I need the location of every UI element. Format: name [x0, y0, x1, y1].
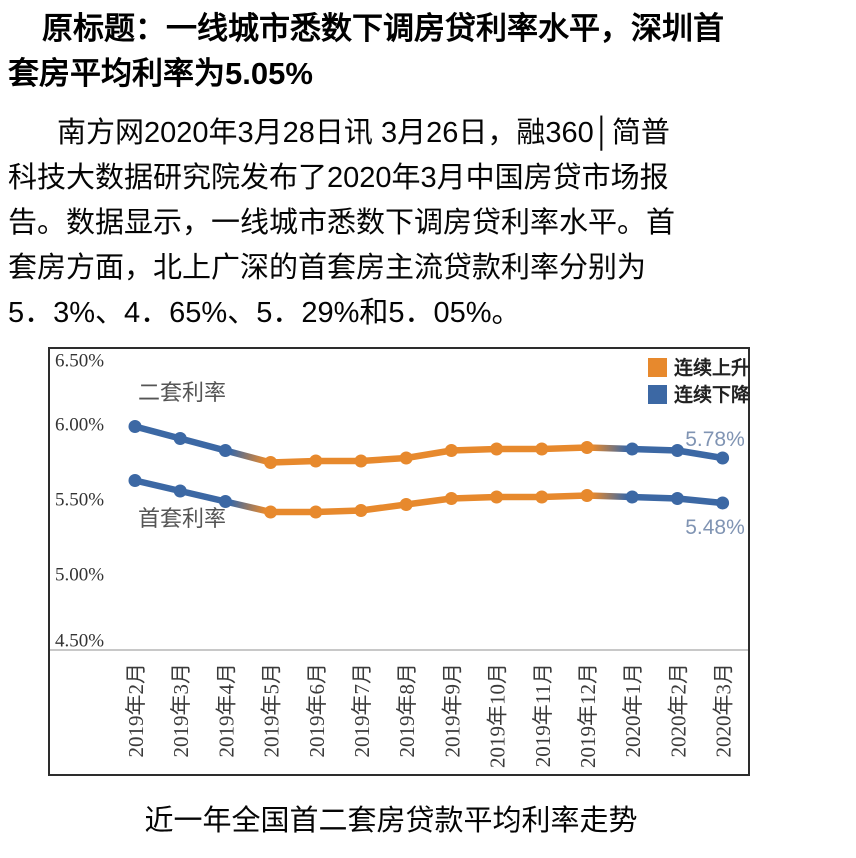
data-point-marker [625, 442, 639, 456]
series-segment [222, 498, 274, 516]
x-tick-label: 2019年12月 [576, 663, 600, 768]
rate-trend-chart: 6.50% 6.00% 5.50% 5.00% 4.50% 2019年2月 2019年3月 2… [48, 347, 751, 776]
x-tick-label: 2019年4月 [214, 663, 238, 758]
series-segment [448, 445, 500, 454]
series-name-label: 二套利率 [138, 380, 226, 405]
series-segment [628, 445, 681, 454]
article-body-line: 5．3%、4．65%、5．29%和5．05%。 [8, 297, 521, 329]
data-point-marker [444, 492, 458, 505]
data-point-marker [535, 490, 549, 504]
article-paragraph: 南方网2020年3月28日讯 3月26日，融360│简普科技大数据研究院发布了2… [8, 111, 842, 336]
data-point-marker [580, 489, 594, 502]
data-point-marker [218, 495, 232, 508]
data-point-marker [716, 496, 730, 510]
data-point-marker [399, 451, 413, 465]
data-point-marker [309, 505, 323, 519]
article-body-line: 南方网2020年3月28日讯 3月26日，融360│简普 [57, 117, 670, 149]
x-tick-label: 2020年2月 [666, 663, 690, 758]
series-segment [674, 495, 726, 507]
article-title-line: 原标题：一线城市悉数下调房贷利率水平，深圳首 [42, 11, 724, 46]
series-segment [131, 477, 184, 495]
series-segment [357, 454, 410, 465]
series-segment [448, 493, 500, 502]
legend-swatch-down [648, 385, 667, 404]
series-segment [312, 507, 365, 516]
end-value-label: 5.78% [685, 428, 745, 451]
data-point-marker [128, 474, 142, 487]
x-tick-label: 2020年1月 [621, 663, 645, 758]
end-value-label: 5.48% [685, 516, 745, 539]
data-point-marker [173, 432, 187, 445]
y-tick-label: 5.00% [55, 564, 104, 585]
series-segment [176, 435, 229, 454]
series-segment [674, 447, 726, 462]
x-tick-label: 2019年9月 [440, 663, 464, 758]
x-tick-label: 2019年5月 [260, 663, 284, 758]
article-title-line: 套房平均利率为5.05% [8, 56, 313, 91]
data-point-marker [490, 442, 504, 456]
series-segment [357, 501, 410, 514]
data-point-marker [309, 454, 323, 468]
data-point-marker [625, 490, 639, 504]
x-tick-label: 2020年3月 [712, 663, 736, 758]
series-segment [583, 444, 636, 453]
legend-label: 连续上升 [674, 356, 750, 379]
chart-caption: 近一年全国首二套房贷款平均利率走势 [144, 805, 638, 837]
article-body-line: 套房方面，北上广深的首套房主流贷款利率分别为 [8, 252, 647, 284]
data-point-marker [444, 444, 458, 457]
series-segment [583, 492, 636, 501]
data-point-marker [399, 498, 413, 511]
x-tick-label: 2019年6月 [305, 663, 329, 758]
x-tick-label: 2019年10月 [486, 663, 510, 768]
article-title: 原标题：一线城市悉数下调房贷利率水平，深圳首套房平均利率为5.05% [8, 6, 838, 96]
data-point-marker [264, 456, 278, 469]
data-point-marker [670, 492, 684, 505]
series-segment [538, 492, 591, 501]
data-point-marker [354, 504, 368, 517]
data-point-marker [535, 442, 549, 456]
x-tick-label: 2019年7月 [350, 663, 374, 758]
article-body-line: 告。数据显示，一线城市悉数下调房贷利率水平。首 [8, 207, 676, 239]
data-point-marker [218, 444, 232, 457]
data-point-marker [354, 454, 368, 468]
series-segment [402, 495, 455, 508]
x-tick-label: 2019年2月 [124, 663, 148, 758]
series-segment [628, 493, 681, 502]
y-tick-label: 4.50% [55, 630, 104, 651]
data-point-marker [264, 505, 278, 519]
series-segment [402, 447, 455, 462]
data-point-marker [128, 420, 142, 433]
series-segment [176, 487, 229, 505]
rate-trend-chart-canvas: 6.50% 6.00% 5.50% 5.00% 4.50% 2019年2月 2019年3月 2… [50, 350, 751, 768]
y-tick-label: 6.50% [55, 350, 104, 371]
data-point-marker [490, 490, 504, 504]
series-segment [538, 444, 591, 453]
legend-swatch-up [648, 358, 667, 377]
data-point-marker [670, 444, 684, 457]
series-name-label: 首套利率 [138, 506, 226, 531]
series-segment [267, 457, 320, 466]
data-point-marker [716, 451, 730, 465]
series-segment [222, 447, 274, 466]
legend-label: 连续下降 [674, 383, 751, 406]
x-tick-label: 2019年3月 [169, 663, 193, 758]
data-point-marker [580, 441, 594, 454]
y-tick-label: 5.50% [55, 489, 104, 510]
y-tick-label: 6.00% [55, 414, 104, 435]
x-tick-label: 2019年11月 [531, 663, 555, 767]
article-body-line: 科技大数据研究院发布了2020年3月中国房贷市场报 [8, 162, 669, 194]
series-segment [131, 423, 184, 442]
data-point-marker [173, 484, 187, 498]
x-tick-label: 2019年8月 [395, 663, 419, 758]
